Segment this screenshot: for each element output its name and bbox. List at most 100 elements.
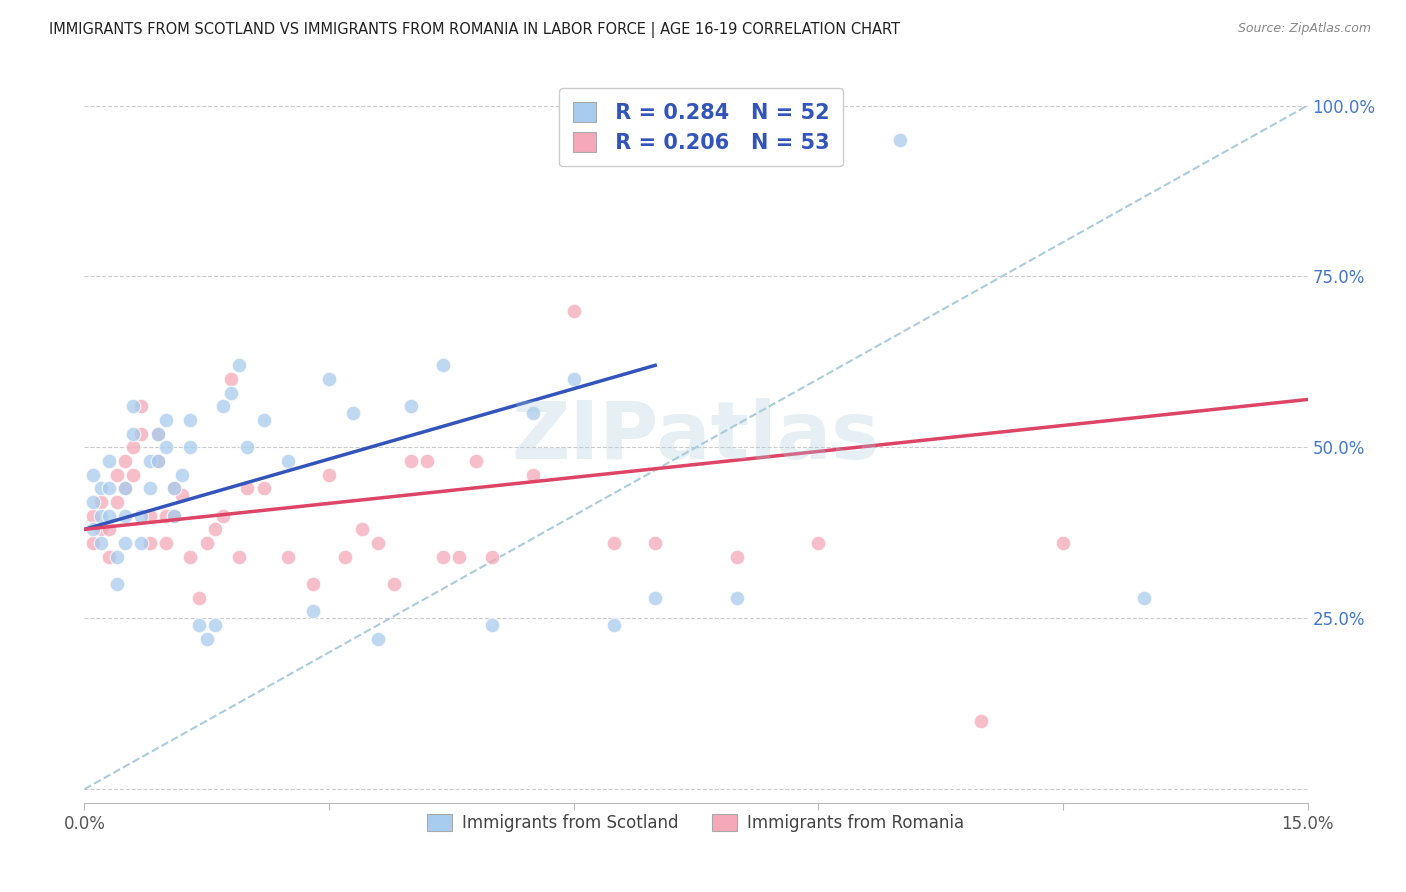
Point <box>277 454 299 468</box>
Point <box>342 406 364 420</box>
Text: ZIPatlas: ZIPatlas <box>512 398 880 476</box>
Point <box>179 413 201 427</box>
Point <box>432 359 454 373</box>
Point <box>82 522 104 536</box>
Point <box>163 508 186 523</box>
Legend: Immigrants from Scotland, Immigrants from Romania: Immigrants from Scotland, Immigrants fro… <box>420 807 972 838</box>
Point <box>725 549 748 564</box>
Point <box>82 495 104 509</box>
Point <box>114 481 136 495</box>
Point <box>179 549 201 564</box>
Point <box>114 536 136 550</box>
Point <box>253 481 276 495</box>
Point <box>82 508 104 523</box>
Point <box>301 577 323 591</box>
Point <box>807 536 830 550</box>
Point <box>204 522 226 536</box>
Point <box>970 714 993 728</box>
Point <box>114 454 136 468</box>
Point <box>131 426 153 441</box>
Point <box>122 467 145 482</box>
Point <box>481 618 503 632</box>
Point <box>228 359 250 373</box>
Point <box>603 536 626 550</box>
Point <box>1133 591 1156 605</box>
Point <box>725 591 748 605</box>
Point <box>187 591 209 605</box>
Point <box>367 536 389 550</box>
Point <box>146 454 169 468</box>
Point <box>82 467 104 482</box>
Point <box>318 467 340 482</box>
Text: IMMIGRANTS FROM SCOTLAND VS IMMIGRANTS FROM ROMANIA IN LABOR FORCE | AGE 16-19 C: IMMIGRANTS FROM SCOTLAND VS IMMIGRANTS F… <box>49 22 900 38</box>
Point <box>97 454 120 468</box>
Point <box>90 536 112 550</box>
Point <box>90 508 112 523</box>
Point <box>155 536 177 550</box>
Point <box>187 618 209 632</box>
Point <box>219 385 242 400</box>
Point <box>138 454 160 468</box>
Point <box>432 549 454 564</box>
Point <box>212 400 235 414</box>
Point <box>382 577 405 591</box>
Point <box>155 413 177 427</box>
Point <box>449 549 471 564</box>
Point <box>163 508 186 523</box>
Point <box>318 372 340 386</box>
Point <box>97 549 120 564</box>
Point <box>399 400 422 414</box>
Point <box>1052 536 1074 550</box>
Point <box>90 481 112 495</box>
Point <box>195 536 218 550</box>
Point <box>350 522 373 536</box>
Point <box>367 632 389 646</box>
Point <box>644 536 666 550</box>
Point <box>114 481 136 495</box>
Point <box>114 508 136 523</box>
Point <box>105 495 128 509</box>
Point <box>481 549 503 564</box>
Point <box>97 508 120 523</box>
Point <box>522 467 544 482</box>
Point <box>122 440 145 454</box>
Point <box>562 372 585 386</box>
Point <box>131 508 153 523</box>
Point <box>179 440 201 454</box>
Point <box>90 522 112 536</box>
Point <box>416 454 439 468</box>
Point <box>236 440 259 454</box>
Text: Source: ZipAtlas.com: Source: ZipAtlas.com <box>1237 22 1371 36</box>
Point <box>146 454 169 468</box>
Point <box>228 549 250 564</box>
Point <box>219 372 242 386</box>
Point <box>155 508 177 523</box>
Point <box>195 632 218 646</box>
Point <box>105 577 128 591</box>
Point <box>889 133 911 147</box>
Point <box>644 591 666 605</box>
Point <box>204 618 226 632</box>
Point <box>172 467 194 482</box>
Point <box>138 536 160 550</box>
Point <box>163 481 186 495</box>
Point <box>236 481 259 495</box>
Point <box>562 303 585 318</box>
Point <box>122 426 145 441</box>
Point <box>212 508 235 523</box>
Point <box>522 406 544 420</box>
Point <box>277 549 299 564</box>
Point <box>335 549 357 564</box>
Point <box>82 536 104 550</box>
Point <box>138 481 160 495</box>
Point <box>301 604 323 618</box>
Point <box>155 440 177 454</box>
Point <box>172 488 194 502</box>
Point <box>146 426 169 441</box>
Point <box>105 467 128 482</box>
Point <box>138 508 160 523</box>
Point <box>131 536 153 550</box>
Point <box>399 454 422 468</box>
Point <box>97 522 120 536</box>
Point <box>464 454 486 468</box>
